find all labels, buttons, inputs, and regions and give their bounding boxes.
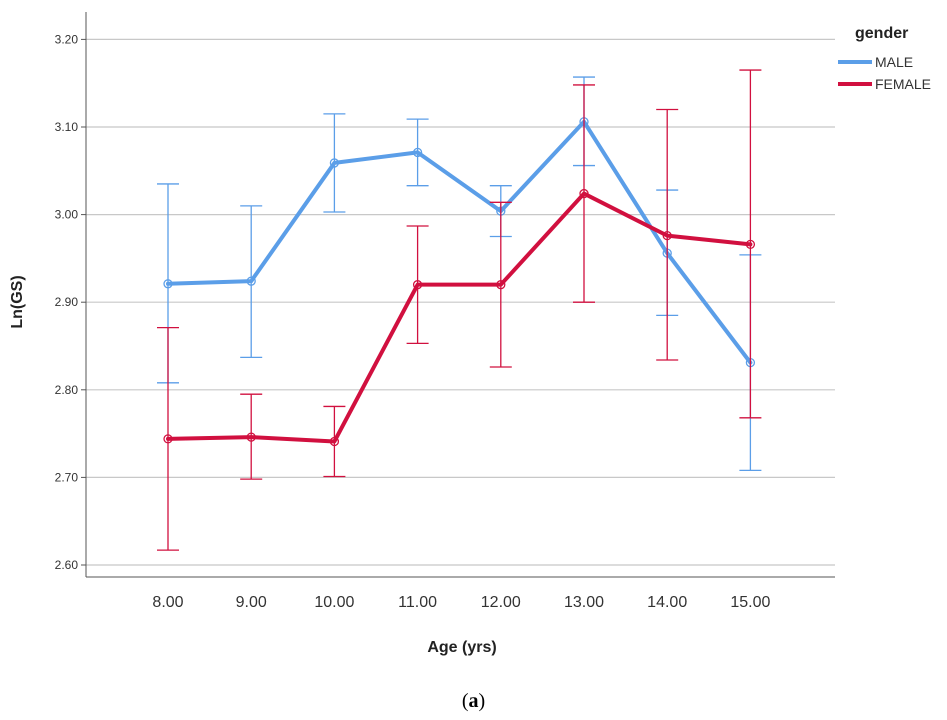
- x-tick-label-5: 13.00: [564, 594, 604, 611]
- series-female: [157, 69, 762, 551]
- x-tick-labels: 8.00 9.00 10.00 11.00 12.00 13.00 14.00 15.00: [152, 594, 770, 611]
- point-male-0: [163, 279, 173, 289]
- point-female-6: [662, 230, 672, 241]
- y-tick-label-3: 2.90: [55, 295, 79, 309]
- legend-label-male: MALE: [875, 54, 913, 70]
- x-tick-label-6: 14.00: [647, 594, 687, 611]
- point-female-2: [329, 436, 340, 447]
- point-male-2: [329, 158, 340, 168]
- line-male: [166, 119, 753, 365]
- gridlines: [86, 38, 835, 566]
- point-female-0: [163, 434, 173, 444]
- x-tick-label-1: 9.00: [236, 594, 267, 611]
- x-tick-label-3: 11.00: [398, 594, 437, 611]
- point-male-1: [246, 276, 256, 286]
- y-tick-label-6: 3.20: [55, 32, 79, 46]
- figure-caption: (a): [0, 690, 947, 713]
- line-female: [166, 191, 753, 444]
- legend-label-female: FEMALE: [875, 76, 931, 92]
- series-male: [157, 76, 762, 472]
- point-female-4: [496, 280, 506, 290]
- point-female-7: [745, 239, 756, 250]
- point-female-3: [412, 280, 423, 290]
- point-female-1: [246, 432, 256, 442]
- caption-open-paren: (: [461, 690, 469, 712]
- y-axis-title: Ln(GS): [9, 275, 26, 328]
- y-tick-label-2: 2.80: [55, 383, 79, 397]
- x-axis-title: Age (yrs): [427, 639, 496, 656]
- point-female-5: [579, 188, 589, 199]
- legend-title: gender: [855, 25, 908, 42]
- y-tick-label-5: 3.10: [55, 120, 79, 134]
- point-male-3: [412, 147, 423, 158]
- y-tick-labels: 2.60 2.70 2.80 2.90 3.00 3.10 3.20: [55, 32, 86, 572]
- y-tick-label-1: 2.70: [55, 470, 79, 484]
- axes: [85, 12, 835, 578]
- legend: gender MALE FEMALE: [838, 25, 931, 92]
- series-layer: [157, 69, 762, 551]
- x-tick-label-4: 12.00: [481, 594, 521, 611]
- y-tick-label-0: 2.60: [55, 558, 79, 572]
- caption-letter: a: [468, 690, 479, 712]
- x-tick-label-0: 8.00: [152, 594, 183, 611]
- y-tick-label-4: 3.00: [55, 208, 79, 222]
- x-tick-label-7: 15.00: [730, 594, 770, 611]
- caption-close-paren: ): [478, 690, 486, 712]
- x-tick-label-2: 10.00: [314, 594, 354, 611]
- line-chart: 2.60 2.70 2.80 2.90 3.00 3.10 3.20 8.00 9.00 10.…: [9, 12, 931, 656]
